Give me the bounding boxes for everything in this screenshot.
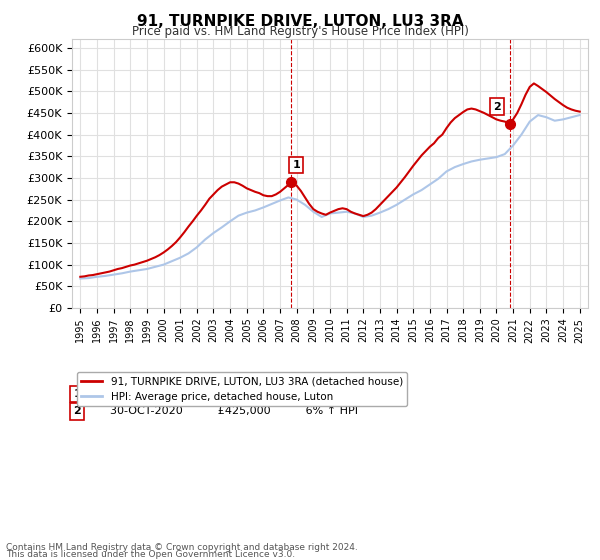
Text: Contains HM Land Registry data © Crown copyright and database right 2024.: Contains HM Land Registry data © Crown c… [6, 543, 358, 552]
Text: Price paid vs. HM Land Registry's House Price Index (HPI): Price paid vs. HM Land Registry's House … [131, 25, 469, 38]
Text: 1: 1 [73, 389, 81, 399]
Text: 30-OCT-2020          £425,000          6% ↑ HPI: 30-OCT-2020 £425,000 6% ↑ HPI [103, 407, 358, 417]
Text: 2: 2 [73, 407, 81, 417]
Text: 31-AUG-2007          £290,000          11% ↑ HPI: 31-AUG-2007 £290,000 11% ↑ HPI [103, 389, 367, 399]
Legend: 91, TURNPIKE DRIVE, LUTON, LU3 3RA (detached house), HPI: Average price, detache: 91, TURNPIKE DRIVE, LUTON, LU3 3RA (deta… [77, 372, 407, 406]
Text: 2: 2 [493, 101, 501, 111]
Text: This data is licensed under the Open Government Licence v3.0.: This data is licensed under the Open Gov… [6, 550, 295, 559]
Text: 91, TURNPIKE DRIVE, LUTON, LU3 3RA: 91, TURNPIKE DRIVE, LUTON, LU3 3RA [137, 14, 463, 29]
Text: 1: 1 [292, 160, 300, 170]
